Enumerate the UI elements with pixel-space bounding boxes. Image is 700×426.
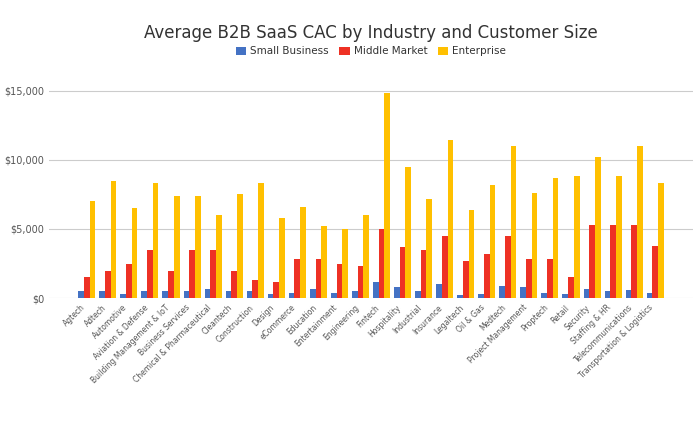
Bar	[120, 294, 126, 298]
Bar	[231, 271, 237, 298]
Title: Average B2B SaaS CAC by Industry and Customer Size: Average B2B SaaS CAC by Industry and Cus…	[144, 24, 598, 42]
Bar	[183, 291, 189, 298]
Bar	[111, 181, 116, 298]
Bar	[141, 291, 147, 298]
Bar	[505, 236, 511, 298]
Bar	[216, 215, 222, 298]
Bar	[394, 287, 400, 298]
Bar	[553, 178, 559, 298]
Bar	[616, 176, 622, 298]
Bar	[258, 183, 264, 298]
Bar	[442, 236, 447, 298]
Bar	[421, 250, 426, 298]
Bar	[499, 286, 505, 298]
Bar	[436, 285, 442, 298]
Legend: Small Business, Middle Market, Enterprise: Small Business, Middle Market, Enterpris…	[232, 42, 510, 60]
Bar	[605, 291, 610, 298]
Bar	[468, 210, 475, 298]
Bar	[541, 293, 547, 298]
Bar	[246, 291, 253, 298]
Bar	[331, 293, 337, 298]
Bar	[147, 250, 153, 298]
Bar	[595, 157, 601, 298]
Bar	[373, 282, 379, 298]
Bar	[574, 176, 580, 298]
Bar	[168, 271, 174, 298]
Bar	[379, 229, 384, 298]
Bar	[610, 225, 616, 298]
Bar	[584, 288, 589, 298]
Bar	[405, 167, 411, 298]
Bar	[637, 146, 643, 298]
Bar	[589, 225, 595, 298]
Bar	[568, 277, 574, 298]
Bar	[463, 261, 468, 298]
Bar	[321, 226, 327, 298]
Bar	[204, 288, 210, 298]
Bar	[289, 293, 295, 298]
Bar	[532, 193, 538, 298]
Bar	[342, 229, 348, 298]
Bar	[84, 277, 90, 298]
Bar	[153, 183, 158, 298]
Bar	[267, 294, 274, 298]
Bar	[457, 296, 463, 298]
Bar	[279, 218, 285, 298]
Bar	[162, 291, 168, 298]
Bar	[195, 196, 201, 298]
Bar	[520, 287, 526, 298]
Bar	[295, 259, 300, 298]
Bar	[489, 185, 496, 298]
Bar	[358, 266, 363, 298]
Bar	[652, 245, 658, 298]
Bar	[174, 196, 179, 298]
Bar	[626, 290, 631, 298]
Bar	[415, 291, 421, 298]
Bar	[210, 250, 216, 298]
Bar	[78, 291, 84, 298]
Bar	[658, 183, 664, 298]
Bar	[511, 146, 517, 298]
Bar	[526, 259, 532, 298]
Bar	[225, 291, 231, 298]
Bar	[90, 201, 95, 298]
Bar	[126, 264, 132, 298]
Bar	[300, 207, 306, 298]
Bar	[426, 199, 432, 298]
Bar	[400, 247, 405, 298]
Bar	[189, 250, 195, 298]
Bar	[99, 291, 105, 298]
Bar	[384, 93, 390, 298]
Bar	[563, 294, 568, 298]
Bar	[647, 293, 652, 298]
Bar	[478, 294, 484, 298]
Bar	[337, 264, 342, 298]
Bar	[352, 291, 358, 298]
Bar	[253, 280, 258, 298]
Bar	[631, 225, 637, 298]
Bar	[132, 208, 137, 298]
Bar	[363, 215, 369, 298]
Bar	[310, 288, 316, 298]
Bar	[316, 259, 321, 298]
Bar	[447, 141, 453, 298]
Bar	[274, 282, 279, 298]
Bar	[484, 254, 489, 298]
Bar	[105, 271, 111, 298]
Bar	[547, 259, 553, 298]
Bar	[237, 194, 243, 298]
